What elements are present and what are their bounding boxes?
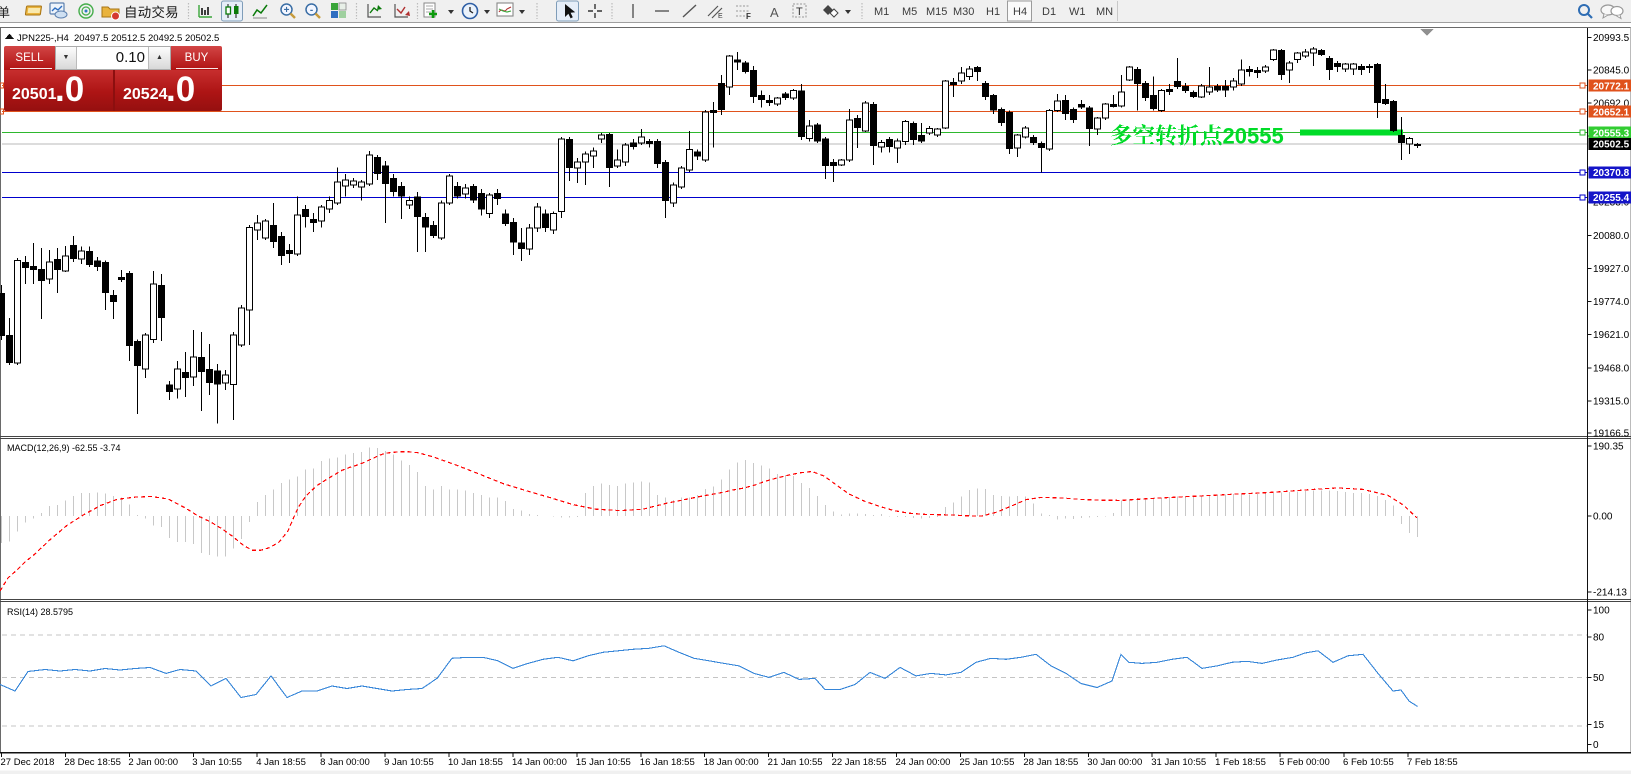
- svg-text:20555.3: 20555.3: [1593, 128, 1630, 139]
- svg-text:H4: H4: [1013, 6, 1027, 18]
- svg-text:20993.5: 20993.5: [1593, 33, 1630, 44]
- svg-text:9 Jan 10:55: 9 Jan 10:55: [384, 757, 434, 768]
- svg-text:190.35: 190.35: [1593, 442, 1624, 453]
- svg-text:31 Jan 10:55: 31 Jan 10:55: [1151, 757, 1206, 768]
- svg-text:2 Jan 00:00: 2 Jan 00:00: [128, 757, 178, 768]
- svg-text:20845.0: 20845.0: [1593, 65, 1630, 76]
- svg-text:20502.5: 20502.5: [1593, 140, 1630, 151]
- svg-text:10 Jan 18:55: 10 Jan 18:55: [448, 757, 503, 768]
- svg-text:-: -: [310, 5, 313, 16]
- svg-text:4 Jan 18:55: 4 Jan 18:55: [256, 757, 306, 768]
- svg-text:A: A: [770, 5, 779, 20]
- svg-text:W1: W1: [1069, 6, 1086, 18]
- svg-text:28 Jan 18:55: 28 Jan 18:55: [1023, 757, 1078, 768]
- svg-text:M15: M15: [926, 6, 947, 18]
- svg-text:D1: D1: [1042, 6, 1056, 18]
- svg-text:21 Jan 10:55: 21 Jan 10:55: [768, 757, 823, 768]
- svg-text:20772.1: 20772.1: [1593, 81, 1630, 92]
- svg-text:3 Jan 10:55: 3 Jan 10:55: [192, 757, 242, 768]
- svg-text:E: E: [718, 13, 723, 20]
- svg-text:-214.13: -214.13: [1593, 588, 1627, 599]
- svg-text:19468.0: 19468.0: [1593, 363, 1630, 374]
- svg-text:M5: M5: [902, 6, 917, 18]
- svg-text:30 Jan 00:00: 30 Jan 00:00: [1087, 757, 1142, 768]
- svg-text:F: F: [746, 12, 751, 21]
- svg-text:19621.0: 19621.0: [1593, 330, 1630, 341]
- svg-text:14 Jan 00:00: 14 Jan 00:00: [512, 757, 567, 768]
- svg-text:24 Jan 00:00: 24 Jan 00:00: [896, 757, 951, 768]
- svg-text:H1: H1: [986, 6, 1000, 18]
- svg-text:27 Dec 2018: 27 Dec 2018: [1, 757, 55, 768]
- svg-text:20370.8: 20370.8: [1593, 168, 1630, 179]
- svg-text:RSI(14) 28.5795: RSI(14) 28.5795: [7, 607, 73, 617]
- svg-text:100: 100: [1593, 606, 1610, 617]
- svg-text:19166.5: 19166.5: [1593, 429, 1630, 440]
- svg-text:15 Jan 10:55: 15 Jan 10:55: [576, 757, 631, 768]
- svg-text:20652.1: 20652.1: [1593, 107, 1630, 118]
- svg-text:7 Feb 18:55: 7 Feb 18:55: [1407, 757, 1458, 768]
- svg-text:0.00: 0.00: [1593, 512, 1613, 523]
- svg-text:1 Feb 18:55: 1 Feb 18:55: [1215, 757, 1266, 768]
- svg-text:19774.0: 19774.0: [1593, 297, 1630, 308]
- svg-text:5 Feb 00:00: 5 Feb 00:00: [1279, 757, 1330, 768]
- svg-text:T: T: [796, 6, 803, 18]
- svg-text:18 Jan 00:00: 18 Jan 00:00: [704, 757, 759, 768]
- svg-text:20555: 20555: [1223, 123, 1284, 148]
- svg-text:20692.0: 20692.0: [1593, 98, 1630, 109]
- svg-text:MN: MN: [1096, 6, 1113, 18]
- svg-text:8 Jan 00:00: 8 Jan 00:00: [320, 757, 370, 768]
- svg-text:JPN225-,H4 20497.5 20512.5 20: JPN225-,H4 20497.5 20512.5 20492.5 20502…: [17, 33, 219, 44]
- svg-text:19315.0: 19315.0: [1593, 396, 1630, 407]
- svg-text:25 Jan 10:55: 25 Jan 10:55: [959, 757, 1014, 768]
- svg-text:19927.0: 19927.0: [1593, 264, 1630, 275]
- svg-text:20255.4: 20255.4: [1593, 193, 1630, 204]
- svg-text:16 Jan 18:55: 16 Jan 18:55: [640, 757, 695, 768]
- svg-text:0: 0: [1593, 740, 1599, 751]
- svg-text:28 Dec 18:55: 28 Dec 18:55: [64, 757, 121, 768]
- svg-text:6 Feb 10:55: 6 Feb 10:55: [1343, 757, 1394, 768]
- svg-text:15: 15: [1593, 720, 1605, 731]
- svg-text:MACD(12,26,9) -62.55 -3.74: MACD(12,26,9) -62.55 -3.74: [7, 443, 121, 453]
- svg-text:50: 50: [1593, 673, 1605, 684]
- svg-text:+: +: [284, 5, 290, 16]
- svg-text:20080.0: 20080.0: [1593, 231, 1630, 242]
- svg-text:80: 80: [1593, 633, 1605, 644]
- svg-text:M1: M1: [874, 6, 889, 18]
- svg-text:22 Jan 18:55: 22 Jan 18:55: [832, 757, 887, 768]
- svg-text:M30: M30: [953, 6, 974, 18]
